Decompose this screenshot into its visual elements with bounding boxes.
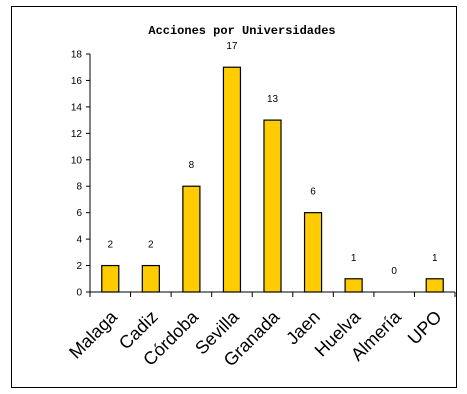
- y-tick-label: 10: [71, 155, 83, 166]
- y-tick-label: 8: [76, 182, 82, 193]
- data-label: 17: [226, 41, 238, 52]
- y-tick-label: 12: [71, 129, 83, 140]
- data-label: 8: [189, 160, 195, 171]
- y-tick-label: 2: [76, 261, 82, 272]
- y-tick-label: 4: [76, 235, 82, 246]
- x-tick-labels: MalagaCadizCórdobaSevillaGranadaJaenHuel…: [65, 306, 445, 370]
- data-label: 1: [351, 253, 357, 264]
- data-label: 0: [391, 266, 397, 277]
- data-labels: 2 2 8 17 13 6 1 0 1: [107, 41, 437, 277]
- data-label: 2: [148, 240, 154, 251]
- x-axis: [89, 291, 456, 297]
- data-label: 2: [107, 240, 113, 251]
- data-label: 13: [267, 94, 279, 105]
- y-tick-label: 0: [76, 288, 82, 299]
- x-tick-label: Malaga: [65, 306, 122, 363]
- bar-cadiz: [141, 264, 160, 293]
- y-axis: 0 2 4 6 8 10 12 14 16 18: [71, 50, 91, 299]
- bar-huelva: [344, 278, 363, 293]
- y-tick-label: 14: [71, 102, 83, 113]
- y-tick-label: 18: [71, 50, 83, 61]
- data-label: 6: [310, 187, 316, 198]
- chart-frame: Acciones por Universidades 0 2 4 6 8 10 12 14 16…: [11, 6, 457, 388]
- x-tick-label: UPO: [404, 307, 446, 349]
- y-tick-label: 16: [71, 76, 83, 87]
- data-label: 1: [432, 253, 438, 264]
- bar-upo: [425, 278, 444, 293]
- bar-chart: Acciones por Universidades 0246810121416…: [65, 24, 456, 370]
- chart-title: Acciones por Universidades: [148, 24, 335, 38]
- y-tick-label: 6: [76, 208, 82, 219]
- bar-granada: [263, 119, 282, 293]
- bar-córdoba: [182, 185, 201, 293]
- bar-jaen: [303, 212, 323, 293]
- bar-sevilla: [222, 66, 242, 293]
- bars: [101, 66, 444, 293]
- bar-malaga: [101, 264, 120, 293]
